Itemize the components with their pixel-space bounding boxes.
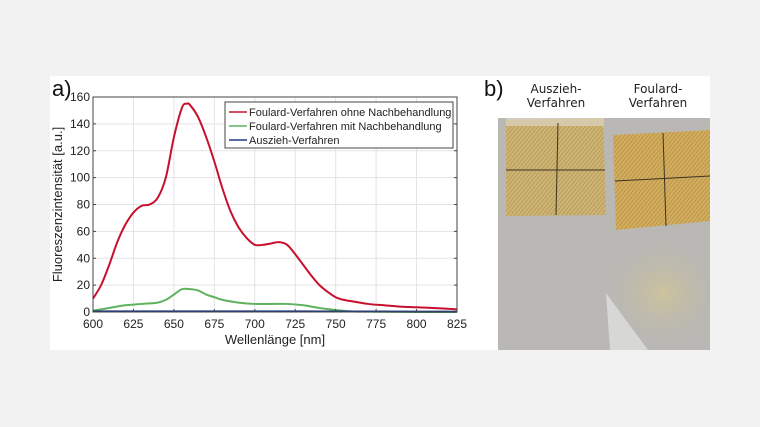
fabric-sample-foulard	[613, 130, 710, 230]
x-tick-label: 750	[326, 317, 346, 331]
panel-a: a) 600 625 650 675 700 725 750 775 800 825 0 20 40 6…	[50, 76, 497, 350]
y-tick-label: 140	[70, 117, 90, 131]
fabric-photo	[498, 118, 710, 350]
series-line-1	[92, 287, 458, 314]
photo-title-auszieh: Auszieh- Verfahren	[511, 82, 601, 110]
x-tick-label: 725	[285, 317, 305, 331]
legend-entry-label: Foulard-Verfahren mit Nachbehandlung	[249, 121, 442, 133]
x-tick-label: 650	[164, 317, 184, 331]
photo-title-auszieh-line1: Auszieh-	[530, 82, 582, 96]
photo-title-foulard-line1: Foulard-	[633, 82, 683, 96]
legend-entry-label: Auszieh-Verfahren	[249, 135, 340, 147]
fluorescence-chart: 600 625 650 675 700 725 750 775 800 825 0 20 40 60 80…	[50, 90, 467, 347]
x-tick-label: 625	[123, 317, 143, 331]
legend: Foulard-Verfahren ohne Nachbehandlung Fou…	[224, 101, 454, 149]
fabric-sample-auszieh	[506, 118, 606, 216]
y-tick-label: 120	[70, 144, 90, 158]
photo-title-auszieh-line2: Verfahren	[526, 96, 586, 110]
x-axis-label: Wellenlänge [nm]	[225, 332, 325, 347]
fabric-photo-drawing	[498, 118, 710, 350]
panel-b: b) Auszieh- Verfahren Foulard- Verfahren	[484, 76, 710, 350]
x-tick-label: 600	[83, 317, 103, 331]
legend-entry-label: Foulard-Verfahren ohne Nachbehandlung	[249, 107, 451, 119]
fluorescent-stain	[605, 238, 710, 348]
y-tick-label: 40	[77, 251, 91, 265]
y-tick-label: 100	[70, 171, 90, 185]
x-tick-label: 800	[407, 317, 427, 331]
photo-title-foulard-line2: Verfahren	[628, 96, 688, 110]
x-ticks: 600 625 650 675 700 725 750 775 800 825	[83, 309, 467, 331]
x-tick-label: 675	[204, 317, 224, 331]
y-tick-label: 80	[77, 198, 91, 212]
x-tick-label: 775	[366, 317, 386, 331]
y-axis-label: Fluoreszenzintensität [a.u.]	[50, 127, 65, 282]
y-tick-label: 20	[77, 278, 91, 292]
y-tick-label: 160	[70, 90, 90, 104]
x-tick-label: 700	[245, 317, 265, 331]
legend-box	[224, 101, 454, 149]
x-tick-label: 825	[447, 317, 467, 331]
y-tick-label: 0	[83, 305, 90, 319]
panel-b-label: b)	[484, 76, 504, 101]
panel-a-label: a)	[52, 76, 72, 101]
y-ticks: 0 20 40 60 80 100 120 140 160	[70, 90, 457, 319]
y-tick-label: 60	[77, 224, 91, 238]
series-line-0	[92, 102, 458, 311]
photo-title-foulard: Foulard- Verfahren	[613, 82, 703, 110]
